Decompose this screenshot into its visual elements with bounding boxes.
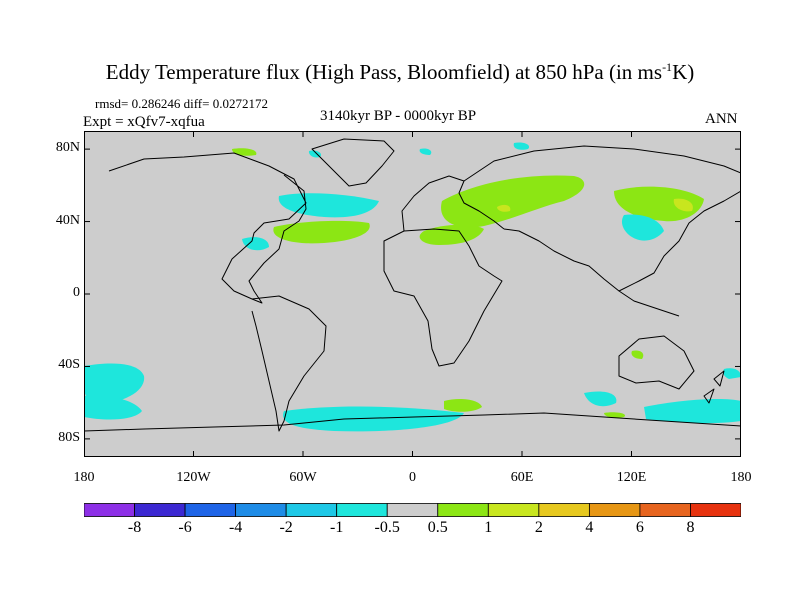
colorbar-swatch bbox=[437, 503, 489, 517]
colorbar bbox=[84, 503, 741, 517]
colorbar-swatch bbox=[386, 503, 439, 517]
lon-label: 120W bbox=[176, 470, 211, 485]
anomaly-positive-regions bbox=[232, 148, 704, 418]
colorbar-label: -4 bbox=[228, 519, 243, 536]
map-title: Eddy Temperature flux (High Pass, Bloomf… bbox=[105, 60, 695, 84]
greenland-coast bbox=[311, 138, 395, 187]
map-background bbox=[84, 131, 741, 457]
anomaly-negative-regions bbox=[84, 142, 741, 432]
colorbar-label: 4 bbox=[585, 519, 594, 536]
lat-label: 40N bbox=[55, 212, 80, 228]
lat-label: 80S bbox=[58, 429, 80, 445]
antarctica-coast bbox=[84, 412, 741, 432]
lon-label: 180 bbox=[730, 470, 752, 485]
lat-label: 40S bbox=[58, 357, 80, 373]
colorbar-label: 8 bbox=[686, 519, 695, 536]
colorbar-swatch bbox=[184, 503, 237, 517]
coastlines bbox=[84, 138, 741, 432]
colorbar-swatch bbox=[285, 503, 338, 517]
lon-label: 180 bbox=[73, 470, 95, 485]
season-label: ANN bbox=[705, 111, 738, 127]
south-america-coast bbox=[251, 295, 327, 432]
colorbar-swatch bbox=[336, 503, 388, 517]
colorbar-swatch bbox=[487, 503, 540, 517]
colorbar-label: 1 bbox=[484, 519, 493, 536]
map-ticks bbox=[84, 131, 741, 457]
colorbar-swatch bbox=[134, 503, 186, 517]
north-america-coast bbox=[108, 152, 307, 304]
lat-label: 0 bbox=[73, 285, 80, 300]
colorbar-label: -8 bbox=[127, 519, 142, 536]
colorbar-label: 0.5 bbox=[427, 519, 448, 536]
stats-text: rmsd= 0.286246 diff= 0.0272172 bbox=[95, 96, 268, 111]
lat-label: 80N bbox=[55, 140, 80, 156]
asia-coast bbox=[463, 145, 741, 292]
colorbar-label: 6 bbox=[635, 519, 644, 536]
new-zealand-coast bbox=[703, 370, 725, 404]
colorbar-swatch bbox=[235, 503, 287, 517]
lon-label: 0 bbox=[409, 470, 416, 485]
colorbar-swatch bbox=[588, 503, 641, 517]
australia-coast bbox=[618, 335, 695, 390]
africa-coast bbox=[383, 228, 503, 367]
lon-label: 60E bbox=[510, 470, 534, 485]
experiment-label: Expt = xQfv7-xqfua bbox=[83, 114, 205, 130]
colorbar-swatch bbox=[690, 503, 741, 517]
lon-label: 60W bbox=[289, 470, 317, 485]
period-label: 3140kyr BP - 0000kyr BP bbox=[320, 108, 477, 124]
world-map bbox=[84, 131, 741, 457]
lon-label: 120E bbox=[616, 470, 647, 485]
colorbar-label: -0.5 bbox=[374, 519, 400, 536]
colorbar-label: -1 bbox=[330, 519, 344, 536]
colorbar-label: -2 bbox=[279, 519, 293, 536]
colorbar-label: 2 bbox=[534, 519, 543, 536]
colorbar-swatch bbox=[538, 503, 590, 517]
colorbar-swatch bbox=[639, 503, 691, 517]
colorbar-swatch bbox=[84, 503, 135, 517]
colorbar-label: -6 bbox=[178, 519, 192, 536]
maritime-continent-coast bbox=[618, 290, 680, 317]
